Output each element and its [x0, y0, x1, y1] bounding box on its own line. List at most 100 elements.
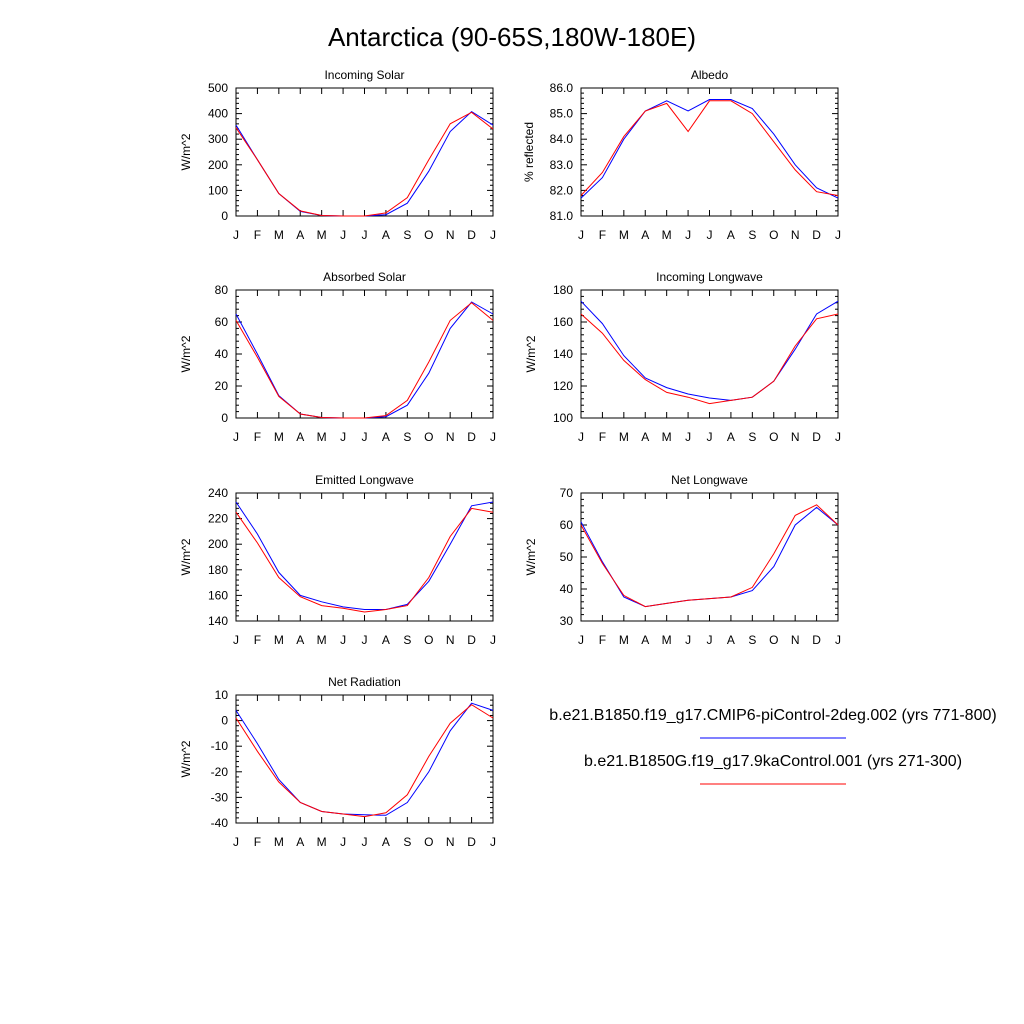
y-tick-label: 40: [215, 347, 229, 361]
x-tick-label: A: [382, 228, 390, 242]
x-tick-label: F: [254, 633, 261, 647]
panel-title: Net Longwave: [671, 473, 748, 487]
x-tick-label: J: [490, 228, 496, 242]
x-tick-label: J: [835, 633, 841, 647]
x-tick-label: N: [791, 633, 800, 647]
x-tick-label: M: [662, 228, 672, 242]
x-tick-label: S: [403, 228, 411, 242]
x-tick-label: M: [662, 633, 672, 647]
x-tick-label: A: [727, 228, 735, 242]
figure-title: Antarctica (90-65S,180W-180E): [328, 22, 696, 52]
series-line-2: [235, 302, 494, 419]
series-line-2: [580, 313, 839, 405]
x-tick-label: D: [467, 633, 476, 647]
legend: b.e21.B1850.f19_g17.CMIP6-piControl-2deg…: [549, 707, 997, 785]
x-tick-label: J: [340, 835, 346, 849]
x-tick-label: M: [317, 228, 327, 242]
x-tick-label: D: [812, 430, 821, 444]
y-axis-label: W/m^2: [179, 740, 193, 777]
x-tick-label: M: [317, 835, 327, 849]
x-tick-label: J: [362, 228, 368, 242]
y-tick-label: 82.0: [550, 183, 574, 197]
y-axis-label: % reflected: [522, 122, 536, 182]
x-tick-label: M: [317, 633, 327, 647]
x-tick-label: A: [296, 633, 304, 647]
x-tick-label: O: [769, 228, 778, 242]
x-tick-label: S: [748, 430, 756, 444]
y-tick-label: -10: [211, 739, 229, 753]
x-tick-label: J: [707, 633, 713, 647]
x-tick-label: F: [254, 228, 261, 242]
x-tick-label: N: [791, 430, 800, 444]
x-tick-label: A: [641, 228, 649, 242]
series-line-2: [235, 111, 494, 217]
panel-title: Emitted Longwave: [315, 473, 414, 487]
x-tick-label: J: [362, 430, 368, 444]
series-line-1: [580, 506, 839, 608]
x-tick-label: S: [748, 228, 756, 242]
y-tick-label: 60: [560, 518, 574, 532]
x-tick-label: O: [424, 835, 433, 849]
y-tick-label: -30: [211, 790, 229, 804]
x-tick-label: M: [274, 633, 284, 647]
x-tick-label: A: [727, 633, 735, 647]
x-tick-label: F: [599, 633, 606, 647]
x-tick-label: J: [707, 228, 713, 242]
legend-label-1: b.e21.B1850.f19_g17.CMIP6-piControl-2deg…: [549, 707, 996, 724]
x-tick-label: M: [619, 430, 629, 444]
plot-frame: [580, 492, 839, 622]
x-tick-label: J: [340, 430, 346, 444]
x-tick-label: F: [254, 835, 261, 849]
x-tick-label: M: [619, 228, 629, 242]
series-line-1: [235, 110, 494, 217]
y-tick-label: -40: [211, 816, 229, 830]
y-tick-label: 140: [208, 614, 228, 628]
y-tick-label: 160: [553, 315, 573, 329]
series-line-2: [580, 100, 839, 196]
x-tick-label: J: [233, 430, 239, 444]
y-tick-label: 500: [208, 81, 228, 95]
x-tick-label: J: [578, 633, 584, 647]
x-tick-label: F: [254, 430, 261, 444]
y-axis-label: W/m^2: [524, 538, 538, 575]
x-tick-label: J: [685, 430, 691, 444]
panel-title: Incoming Longwave: [656, 270, 763, 284]
panel-title: Albedo: [691, 68, 729, 82]
x-tick-label: A: [727, 430, 735, 444]
x-tick-label: J: [578, 228, 584, 242]
panel-title: Incoming Solar: [324, 68, 404, 82]
x-tick-label: O: [424, 228, 433, 242]
x-tick-label: O: [769, 430, 778, 444]
y-tick-label: 100: [553, 411, 573, 425]
y-tick-label: 200: [208, 158, 228, 172]
plot-frame: [235, 492, 494, 622]
y-tick-label: 100: [208, 183, 228, 197]
x-tick-label: N: [446, 228, 455, 242]
x-tick-label: J: [490, 430, 496, 444]
y-tick-label: 140: [553, 347, 573, 361]
y-tick-label: 86.0: [550, 81, 574, 95]
x-tick-label: J: [490, 633, 496, 647]
x-tick-label: N: [446, 430, 455, 444]
x-tick-label: S: [403, 430, 411, 444]
x-tick-label: A: [296, 835, 304, 849]
x-tick-label: J: [835, 228, 841, 242]
x-tick-label: A: [641, 430, 649, 444]
y-tick-label: 85.0: [550, 107, 574, 121]
x-tick-label: N: [446, 633, 455, 647]
x-tick-label: J: [835, 430, 841, 444]
y-tick-label: 20: [215, 379, 229, 393]
y-tick-label: 120: [553, 379, 573, 393]
y-tick-label: 400: [208, 107, 228, 121]
y-tick-label: 83.0: [550, 158, 574, 172]
series-line-1: [580, 99, 839, 199]
x-tick-label: O: [424, 430, 433, 444]
x-tick-label: F: [599, 228, 606, 242]
x-tick-label: A: [641, 633, 649, 647]
